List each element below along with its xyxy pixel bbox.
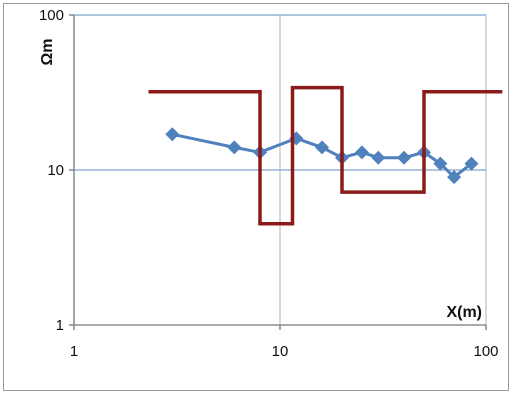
series-layer (148, 85, 503, 226)
data-point (397, 150, 412, 165)
data-point (447, 170, 462, 185)
data-point (464, 156, 479, 171)
x-tick-label: 10 (272, 343, 289, 360)
data-point (227, 140, 242, 155)
x-tick-label: 100 (473, 343, 498, 360)
y-tick-label: 1 (56, 317, 64, 334)
data-point (433, 156, 448, 171)
y-axis-label: Ωm (39, 38, 56, 65)
step-line (148, 85, 503, 226)
x-tick-label: 1 (70, 343, 78, 360)
y-tick-label: 10 (47, 162, 64, 179)
grid (74, 14, 487, 325)
data-point (354, 145, 369, 160)
axes (69, 14, 487, 330)
data-point (315, 140, 330, 155)
chart-frame (3, 3, 509, 391)
y-tick-label: 100 (39, 7, 64, 24)
tick-labels: 1 10 100 1 10 100 (39, 7, 499, 360)
data-point (371, 150, 386, 165)
data-point (165, 127, 180, 142)
x-axis-label: X(m) (446, 304, 482, 321)
